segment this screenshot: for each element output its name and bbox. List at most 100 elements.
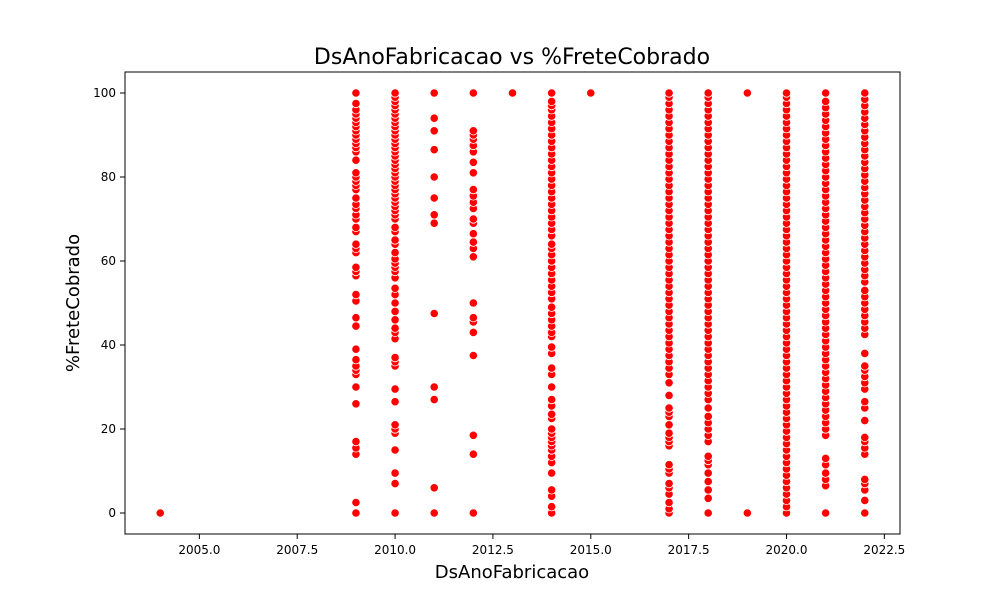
- data-point: [703, 468, 713, 478]
- x-tick-label: 2005.0: [178, 543, 220, 557]
- data-point: [468, 88, 478, 98]
- y-tick-label: 0: [108, 506, 116, 520]
- data-point: [351, 436, 361, 447]
- data-point: [390, 235, 400, 245]
- data-point: [468, 168, 478, 178]
- data-point: [507, 88, 518, 98]
- data-point: [664, 88, 674, 98]
- data-point: [860, 432, 870, 442]
- data-point: [821, 453, 831, 463]
- data-point: [547, 96, 557, 107]
- data-point: [860, 348, 870, 358]
- data-point: [468, 350, 478, 361]
- data-point: [664, 478, 674, 489]
- data-point: [351, 155, 361, 165]
- data-point: [547, 394, 557, 405]
- data-point: [351, 399, 361, 409]
- data-point: [351, 98, 361, 109]
- y-tick-label: 40: [101, 338, 116, 352]
- data-point: [703, 508, 713, 518]
- data-point: [547, 485, 557, 495]
- data-point: [429, 113, 439, 123]
- data-point: [429, 483, 439, 493]
- data-point: [664, 420, 674, 430]
- data-point: [468, 327, 478, 337]
- x-tick-label: 2022.5: [863, 543, 905, 557]
- data-point: [547, 363, 557, 373]
- data-point: [390, 445, 400, 455]
- data-point: [351, 168, 361, 178]
- data-point: [703, 476, 713, 487]
- data-point: [664, 497, 674, 508]
- data-point: [468, 252, 478, 262]
- data-point: [390, 323, 400, 333]
- y-axis-label: %FreteCobrado: [63, 234, 84, 372]
- data-point: [742, 88, 752, 98]
- data-point: [429, 145, 439, 155]
- data-point: [703, 88, 713, 98]
- x-tick-label: 2007.5: [276, 543, 318, 557]
- data-point: [429, 308, 439, 319]
- x-axis-ticks: 2005.0 2007.5 2010.0 2012.5 2015.0 2017.5 2020…: [178, 534, 905, 557]
- data-point: [781, 88, 792, 98]
- y-tick-label: 60: [101, 254, 116, 268]
- data-point: [429, 126, 439, 136]
- data-point: [390, 420, 400, 430]
- data-point: [390, 397, 400, 407]
- y-axis-ticks: 0 20 40 60 80 100: [93, 86, 125, 520]
- data-point: [664, 390, 674, 400]
- data-point: [547, 342, 557, 352]
- data-point: [429, 210, 439, 220]
- data-point: [703, 403, 713, 413]
- data-point: [860, 495, 870, 505]
- data-point: [860, 285, 870, 295]
- data-point: [547, 409, 557, 419]
- data-point: [429, 218, 439, 228]
- data-point: [703, 451, 713, 461]
- data-point: [468, 237, 478, 247]
- data-point: [351, 289, 361, 300]
- data-point: [351, 344, 361, 354]
- data-point: [390, 283, 400, 293]
- data-point: [351, 321, 361, 331]
- data-point: [351, 88, 361, 98]
- y-tick-label: 20: [101, 422, 116, 436]
- x-tick-label: 2015.0: [570, 543, 612, 557]
- data-point: [468, 157, 478, 167]
- data-point: [390, 248, 400, 258]
- data-point: [468, 449, 478, 459]
- data-point: [390, 478, 400, 489]
- data-point: [390, 306, 400, 316]
- data-point: [664, 460, 674, 470]
- x-axis-label: DsAnoFabricacao: [435, 562, 589, 583]
- data-point: [821, 508, 831, 518]
- data-point: [664, 378, 674, 388]
- data-point: [860, 361, 870, 371]
- data-point: [351, 262, 361, 272]
- x-tick-label: 2020.0: [765, 543, 807, 557]
- chart-title: DsAnoFabricacao vs %FreteCobrado: [314, 45, 710, 70]
- data-point: [390, 298, 400, 308]
- data-point: [468, 313, 478, 323]
- data-point: [351, 497, 361, 508]
- data-point: [547, 502, 557, 512]
- data-point: [429, 172, 439, 182]
- data-points: [155, 88, 870, 518]
- x-tick-label: 2012.5: [472, 543, 514, 557]
- data-point: [468, 298, 478, 308]
- data-point: [390, 468, 400, 478]
- data-point: [664, 428, 674, 438]
- data-point: [547, 382, 557, 392]
- data-point: [860, 415, 870, 426]
- data-point: [703, 411, 713, 421]
- data-point: [468, 126, 478, 136]
- data-point: [390, 384, 400, 394]
- data-point: [703, 493, 713, 503]
- data-point: [860, 474, 870, 484]
- data-point: [742, 508, 752, 518]
- data-point: [468, 185, 478, 195]
- x-tick-label: 2017.5: [668, 543, 710, 557]
- data-point: [351, 355, 361, 365]
- data-point: [547, 88, 557, 98]
- data-point: [429, 508, 439, 518]
